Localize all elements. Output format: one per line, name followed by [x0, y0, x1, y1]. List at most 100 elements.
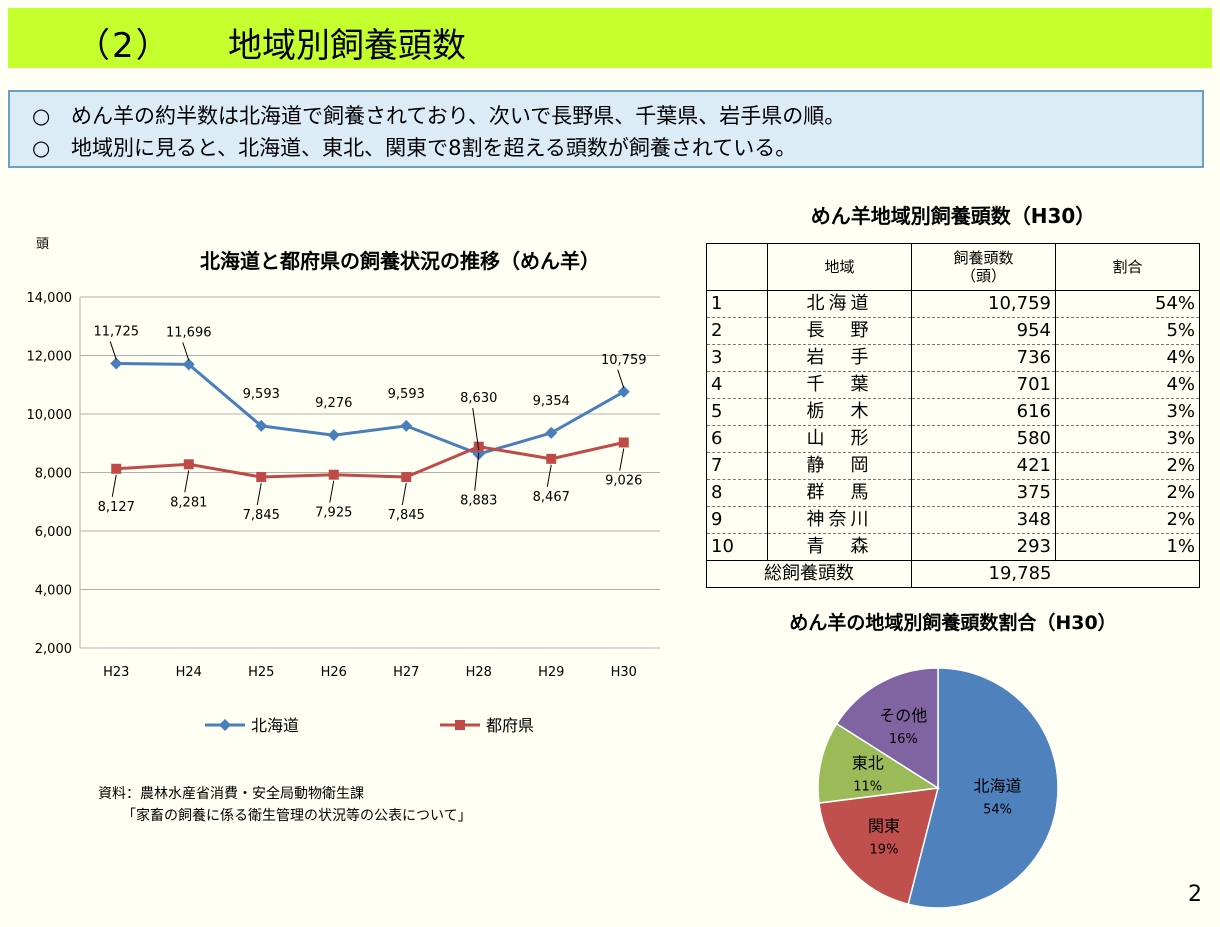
- region-cell: 静 岡: [767, 452, 912, 480]
- y-tick-label: 4,000: [35, 584, 72, 599]
- count-cell: 375: [911, 479, 1056, 507]
- share-cell: 4%: [1055, 344, 1200, 372]
- share-cell: 1%: [1055, 533, 1200, 561]
- x-tick-label: H27: [393, 665, 419, 680]
- data-label: 7,845: [243, 508, 280, 523]
- pie-label: その他: [879, 706, 927, 725]
- table-title: めん羊地域別飼養頭数（H30）: [810, 204, 1096, 228]
- x-tick-label: H23: [103, 665, 129, 680]
- region-cell: 青 森: [767, 533, 912, 561]
- pie-slice: [817, 722, 941, 804]
- region-cell: 北海道: [767, 290, 912, 318]
- pie-pct: 54%: [983, 803, 1012, 818]
- y-tick-label: 10,000: [27, 408, 73, 423]
- y-tick-label: 2,000: [35, 642, 72, 657]
- line-chart: 頭 北海道と都府県の飼養状況の推移（めん羊） 2,000 4,000 6,000 8,…: [27, 237, 660, 735]
- pie-label: 北海道: [974, 777, 1022, 796]
- header-count-label: 飼養頭数: [953, 249, 1014, 267]
- count-cell: 10,759: [911, 290, 1056, 318]
- count-cell: 736: [911, 344, 1056, 372]
- share-cell: 2%: [1055, 506, 1200, 534]
- pie-pct: 16%: [889, 732, 918, 747]
- region-cell: 千 葉: [767, 371, 912, 399]
- data-point: [617, 385, 630, 398]
- pie-chart: 北海道 54% 関東 19% 東北 11% その他 16%: [817, 667, 1059, 909]
- legend-label: 北海道: [251, 716, 299, 735]
- region-cell: 群 馬: [767, 479, 912, 507]
- pie-label: 関東: [868, 817, 900, 836]
- count-cell: 616: [911, 398, 1056, 426]
- region-cell: 栃 木: [767, 398, 912, 426]
- pie-labels: 北海道 54% 関東 19% 東北 11% その他 16%: [852, 706, 1022, 858]
- share-cell: 3%: [1055, 425, 1200, 453]
- count-cell: 348: [911, 506, 1056, 534]
- x-tick-label: H25: [248, 665, 274, 680]
- rank-cell: 5: [706, 398, 768, 426]
- leader-line: [182, 342, 190, 361]
- data-point: [401, 472, 412, 483]
- y-axis: 2,000 4,000 6,000 8,000 10,000 12,000 14,000: [27, 291, 73, 657]
- x-tick-label: H30: [611, 665, 637, 680]
- share-cell: 3%: [1055, 398, 1200, 426]
- y-tick-label: 6,000: [35, 525, 72, 540]
- pie-slices: [817, 667, 1059, 909]
- source-line-2: 「家畜の飼養に係る衛生管理の状況等の公表について」: [122, 808, 472, 824]
- leader-line: [617, 369, 625, 388]
- rank-cell: 8: [706, 479, 768, 507]
- count-cell: 580: [911, 425, 1056, 453]
- rank-cell: 10: [706, 533, 768, 561]
- y-axis-unit: 頭: [36, 237, 49, 252]
- data-label: 7,845: [388, 508, 425, 523]
- data-point: [327, 429, 340, 442]
- data-point: [328, 469, 339, 480]
- summary-text-1: めん羊の約半数は北海道で飼養されており、次いで長野県、千葉県、岩手県の順。: [71, 104, 846, 128]
- count-cell: 954: [911, 317, 1056, 345]
- summary-line-1: ○ めん羊の約半数は北海道で飼養されており、次いで長野県、千葉県、岩手県の順。: [32, 100, 845, 130]
- data-point: [546, 453, 557, 464]
- grid: [79, 296, 660, 649]
- data-point: [545, 426, 558, 439]
- region-cell: 長 野: [767, 317, 912, 345]
- rank-cell: 2: [706, 317, 768, 345]
- data-label: 9,593: [388, 387, 425, 402]
- chart-title: 北海道と都府県の飼養状況の推移（めん羊）: [200, 249, 600, 273]
- data-point: [110, 357, 123, 370]
- leader-line: [256, 482, 262, 506]
- rank-cell: 3: [706, 344, 768, 372]
- header-count: 飼養頭数 （頭）: [911, 243, 1056, 291]
- share-cell: 2%: [1055, 452, 1200, 480]
- data-label: 9,593: [243, 387, 280, 402]
- pie-slice: [835, 667, 939, 790]
- y-tick-label: 12,000: [27, 350, 73, 365]
- leader-line: [472, 408, 480, 451]
- data-point: [183, 459, 194, 470]
- pie-pct: 19%: [870, 843, 899, 858]
- share-cell: 4%: [1055, 371, 1200, 399]
- legend-marker: [219, 719, 231, 731]
- table-total-row: 総飼養頭数 19,785: [706, 560, 1200, 588]
- series-line: [116, 362, 625, 456]
- pie-slice: [818, 787, 940, 906]
- summary-line-2: ○ 地域別に見ると、北海道、東北、関東で8割を超える頭数が飼養されている。: [32, 132, 796, 162]
- share-cell: 54%: [1055, 290, 1200, 318]
- header-count-unit: （頭）: [960, 267, 1006, 285]
- leader-line: [474, 452, 480, 491]
- count-cell: 293: [911, 533, 1056, 561]
- x-axis: H23 H24 H25 H26 H27 H28 H29 H30: [103, 665, 637, 680]
- data-label: 8,127: [98, 500, 135, 515]
- total-blank: [1055, 560, 1200, 588]
- page-number: 2: [1188, 882, 1202, 907]
- data-label: 9,026: [605, 473, 642, 488]
- section-number: （2）: [76, 26, 172, 66]
- x-tick-label: H26: [321, 665, 347, 680]
- data-point: [111, 463, 122, 474]
- data-label: 7,925: [315, 506, 352, 521]
- share-cell: 5%: [1055, 317, 1200, 345]
- data-label: 11,696: [166, 325, 212, 340]
- summary-text-2: 地域別に見ると、北海道、東北、関東で8割を超える頭数が飼養されている。: [71, 136, 797, 160]
